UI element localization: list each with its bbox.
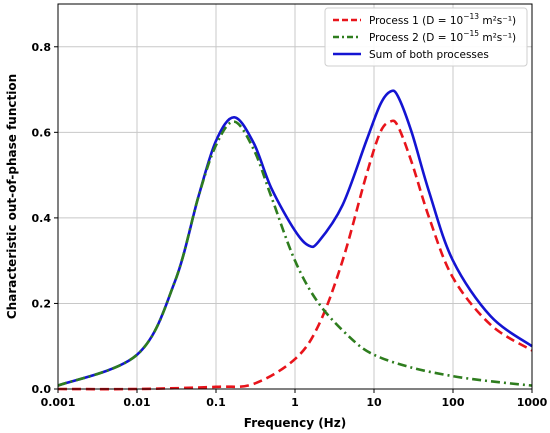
x-tick-label: 0.001	[41, 396, 76, 409]
y-tick-label: 0.2	[32, 297, 52, 310]
ticks-layer: 0.001 0.01 0.1 1 10 100 1000 0.0 0.2 0.4 0.6 0.8	[32, 41, 548, 409]
y-tick-label: 0.8	[32, 41, 52, 54]
y-tick-label: 0.6	[32, 126, 52, 139]
x-tick-label: 0.1	[206, 396, 226, 409]
process-1-line	[57, 119, 533, 391]
legend-label: Process 1 (D = 10−13 m²s⁻¹)	[369, 12, 516, 27]
y-tick-label: 0.4	[32, 212, 52, 225]
legend-label: Process 2 (D = 10−15 m²s⁻¹)	[369, 29, 516, 44]
legend-label: Sum of both processes	[369, 49, 489, 61]
x-axis-label: Frequency (Hz)	[244, 416, 346, 430]
x-tick-label: 10	[366, 396, 382, 409]
grid	[57, 4, 533, 390]
series-layer	[57, 89, 533, 391]
legend: Process 1 (D = 10−13 m²s⁻¹) Process 2 (D …	[324, 7, 528, 67]
process-2-line	[57, 120, 533, 387]
x-tick-label: 0.01	[123, 396, 150, 409]
x-tick-label: 100	[442, 396, 465, 409]
x-tick-label: 1	[291, 396, 299, 409]
y-axis-label: Characteristic out-of-phase function	[5, 74, 19, 319]
y-tick-label: 0.0	[32, 383, 52, 396]
x-tick-label: 1000	[517, 396, 548, 409]
legend-box	[324, 7, 528, 67]
